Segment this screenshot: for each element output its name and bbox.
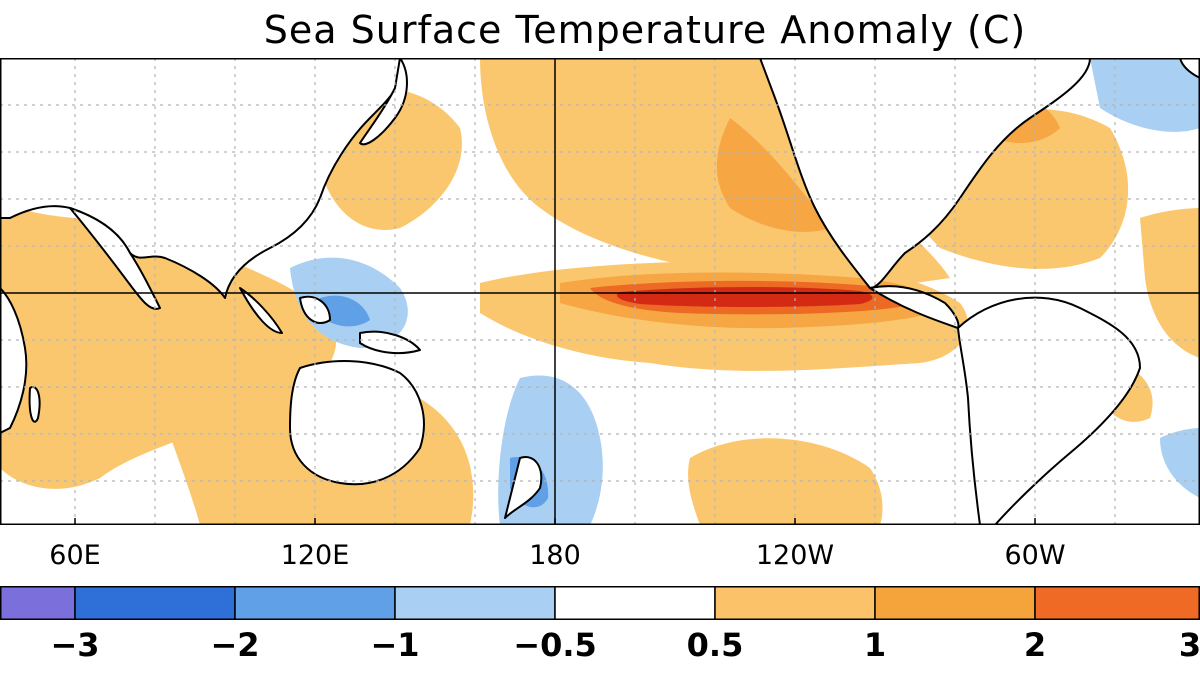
colorbar-label-1: 1 bbox=[863, 626, 887, 664]
colorbar-segment-1 bbox=[74, 586, 236, 620]
southeast-pacific-cool bbox=[1160, 428, 1200, 498]
northeast-pacific-moderate bbox=[716, 118, 830, 232]
africa-land bbox=[0, 287, 28, 434]
australia-land bbox=[289, 360, 425, 486]
very-strong-warm-anomaly-areas bbox=[616, 286, 873, 307]
colorbar-segment-4 bbox=[554, 586, 716, 620]
lon-label-60w: 60W bbox=[1004, 540, 1066, 571]
new-zealand-land bbox=[504, 456, 543, 519]
sumatra-land bbox=[239, 287, 283, 334]
colorbar-segment-0 bbox=[0, 586, 76, 620]
lon-label-60e: 60E bbox=[49, 540, 101, 571]
colorbar-label-minus-2: −2 bbox=[210, 626, 260, 664]
new-guinea-land bbox=[359, 330, 421, 355]
land-masses bbox=[0, 58, 1200, 525]
indonesia-cool bbox=[320, 295, 370, 327]
indian-ocean-warm bbox=[0, 198, 337, 489]
map-title: Sea Surface Temperature Anomaly (C) bbox=[263, 8, 1027, 52]
colorbar-label-minus-1: −1 bbox=[370, 626, 420, 664]
nino-core bbox=[616, 286, 873, 307]
colorbar-label-minus-3: −3 bbox=[50, 626, 100, 664]
lon-label-180: 180 bbox=[529, 540, 581, 571]
lon-label-120w: 120W bbox=[755, 540, 835, 571]
north-america-land bbox=[759, 58, 1091, 289]
colorbar-label-2: 2 bbox=[1023, 626, 1047, 664]
borneo-land bbox=[299, 295, 331, 325]
north-atlantic-cool bbox=[1090, 58, 1200, 132]
lon-label-120e: 120E bbox=[280, 540, 350, 571]
colorbar-label-0-5: 0.5 bbox=[686, 626, 744, 664]
colorbar bbox=[0, 586, 1200, 620]
colorbar-segment-6 bbox=[874, 586, 1036, 620]
colorbar-segment-3 bbox=[394, 586, 556, 620]
madagascar-land bbox=[28, 386, 41, 423]
colorbar-segment-5 bbox=[714, 586, 876, 620]
south-pacific-warm bbox=[688, 438, 883, 525]
india-land bbox=[69, 207, 161, 310]
sst-anomaly-map bbox=[0, 58, 1200, 525]
colorbar-label-minus-0-5: −0.5 bbox=[513, 626, 597, 664]
japan-land bbox=[359, 58, 408, 146]
greenland-edge bbox=[1179, 58, 1200, 79]
colorbar-segment-7 bbox=[1034, 586, 1200, 620]
axis-ticks bbox=[74, 518, 1036, 525]
south-america-land bbox=[957, 296, 1141, 525]
lat-lon-grid bbox=[0, 58, 1200, 525]
central-america-land bbox=[869, 285, 960, 329]
map-frame bbox=[0, 58, 1200, 525]
colorbar-label-3: 3 bbox=[1178, 626, 1200, 664]
colorbar-segment-2 bbox=[234, 586, 396, 620]
